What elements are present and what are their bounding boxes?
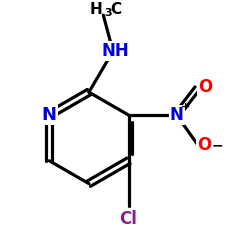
Text: NH: NH [102,42,129,60]
Text: H: H [90,2,102,17]
Text: N: N [42,106,57,124]
Text: C: C [110,2,122,17]
Text: 3: 3 [104,8,112,18]
Text: +: + [181,102,190,112]
Text: N: N [170,106,183,124]
Text: O: O [198,78,213,96]
Text: −: − [212,138,223,152]
Text: Cl: Cl [120,210,138,228]
Text: O: O [197,136,212,154]
